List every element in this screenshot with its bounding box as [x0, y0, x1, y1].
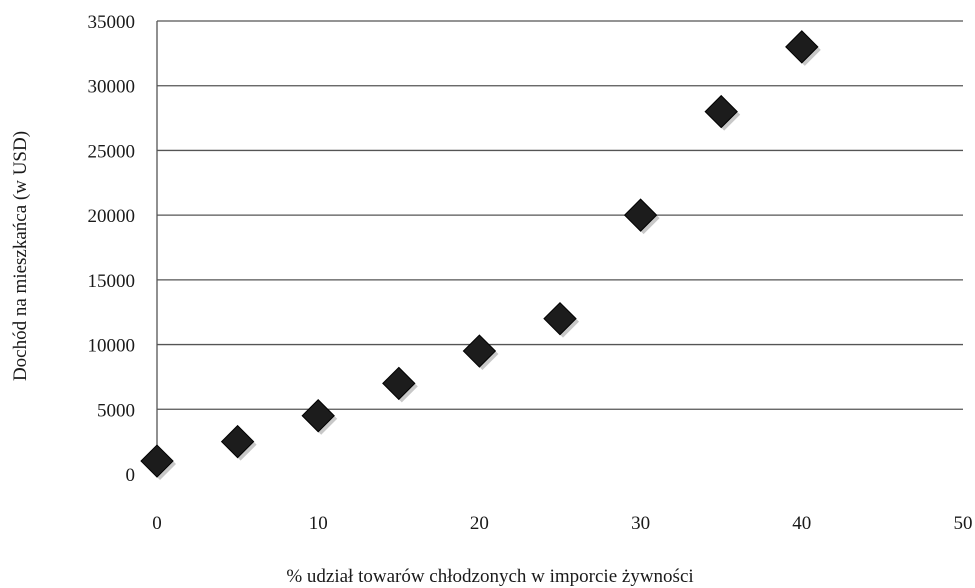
- diamond-marker: [462, 334, 497, 368]
- diamond-marker: [220, 424, 255, 459]
- x-tick-label: 30: [631, 513, 650, 534]
- diamond-marker: [785, 30, 819, 64]
- y-axis-title: Dochód na mieszkańca (w USD): [10, 131, 31, 381]
- x-axis-title: % udział towarów chłodzonych w imporcie …: [286, 566, 693, 587]
- x-tick-label: 40: [792, 513, 811, 534]
- y-tick-label: 20000: [88, 206, 136, 227]
- data-point-marker: [785, 30, 821, 66]
- diamond-marker: [623, 198, 658, 232]
- data-point-marker: [220, 424, 257, 461]
- data-point-marker: [382, 366, 418, 403]
- diamond-marker: [704, 94, 738, 129]
- y-tick-label: 15000: [88, 271, 136, 292]
- horizontal-gridlines: [157, 20, 963, 410]
- data-point-marker: [623, 198, 660, 235]
- diamond-marker: [382, 366, 416, 401]
- diamond-marker: [301, 399, 335, 433]
- data-points: [140, 30, 821, 481]
- x-tick-label: 0: [152, 513, 162, 534]
- diamond-marker: [543, 301, 577, 336]
- data-point-marker: [462, 334, 499, 371]
- y-tick-label: 10000: [88, 336, 136, 357]
- diamond-marker: [140, 444, 174, 478]
- x-tick-label: 20: [470, 513, 489, 534]
- data-point-marker: [301, 399, 338, 435]
- x-tick-label: 10: [309, 513, 328, 534]
- y-tick-label: 5000: [97, 400, 135, 421]
- y-tick-label: 30000: [88, 77, 136, 98]
- y-tick-label: 0: [126, 465, 136, 486]
- y-tick-label: 25000: [88, 141, 136, 162]
- data-point-marker: [704, 94, 741, 131]
- x-axis-tick-labels: 0 10 20 30 40 50: [152, 513, 972, 534]
- y-axis-tick-labels: 0 5000 10000 15000 20000 25000 30000 35000: [88, 12, 136, 486]
- data-point-marker: [140, 444, 176, 481]
- data-point-marker: [543, 301, 579, 338]
- x-tick-label: 50: [954, 513, 973, 534]
- y-tick-label: 35000: [88, 12, 136, 33]
